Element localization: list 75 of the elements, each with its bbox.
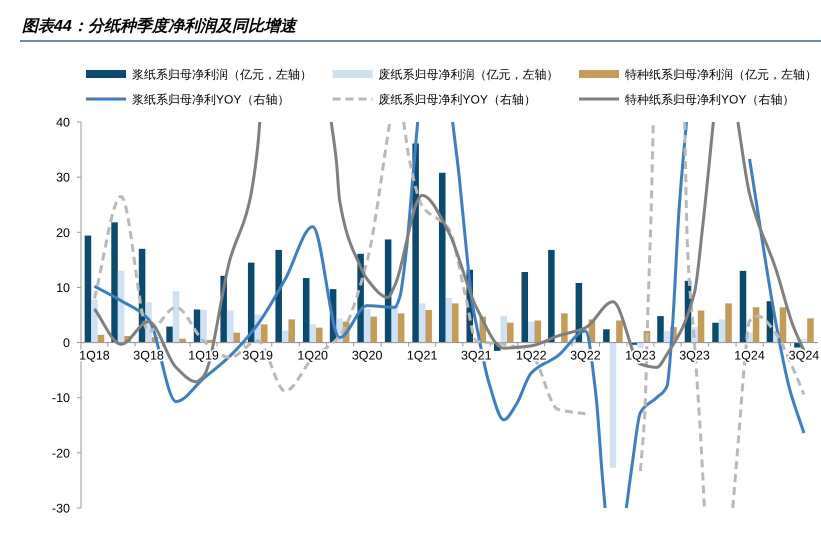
bar xyxy=(712,322,719,343)
bar xyxy=(718,319,726,343)
bar xyxy=(616,320,623,343)
bar xyxy=(425,310,432,343)
y-tick-label: -10 xyxy=(52,391,70,406)
x-tick-label: 1Q20 xyxy=(297,348,328,363)
bar xyxy=(752,307,760,343)
y-tick-label: 10 xyxy=(56,280,70,295)
x-tick-label: 1Q23 xyxy=(625,348,656,363)
bar xyxy=(275,250,282,343)
bar xyxy=(98,334,104,343)
legend-label: 废纸系归母净利YOY（右轴） xyxy=(378,92,536,106)
legend-label: 废纸系归母净利润（亿元，左轴） xyxy=(378,68,558,82)
x-tick-label: 1Q18 xyxy=(79,348,110,363)
bar xyxy=(528,322,535,343)
legend-label: 浆纸系归母净利YOY（右轴） xyxy=(132,92,290,106)
bar xyxy=(603,329,610,343)
bar xyxy=(500,316,508,343)
bar xyxy=(248,262,254,343)
bar xyxy=(391,306,398,343)
bar xyxy=(438,172,446,343)
y-tick-label: -20 xyxy=(52,446,70,460)
legend-label: 浆纸系归母净利润（亿元，左轴） xyxy=(132,68,312,82)
bar xyxy=(364,308,370,343)
bar xyxy=(91,300,98,343)
y-tick-label: 40 xyxy=(56,116,70,130)
bar xyxy=(282,330,288,343)
bar xyxy=(610,342,616,468)
bar xyxy=(200,310,207,343)
y-tick-label: 0 xyxy=(63,336,70,350)
bar xyxy=(725,303,732,343)
bar xyxy=(370,316,377,343)
bar xyxy=(233,332,240,343)
bar xyxy=(226,310,234,343)
bar xyxy=(637,342,644,348)
legend-label: 特种纸系归母净利YOY（右轴） xyxy=(625,92,794,106)
legend-label: 特种纸系归母净利润（亿元，左轴） xyxy=(625,68,817,82)
bar xyxy=(316,328,322,343)
bar xyxy=(384,239,392,343)
bar xyxy=(698,310,704,343)
x-tick-label: 1Q24 xyxy=(734,348,765,363)
bar xyxy=(398,313,404,343)
bar xyxy=(288,319,295,343)
x-tick-label: 3Q20 xyxy=(352,348,382,363)
bar xyxy=(664,330,670,343)
x-tick-label: 3Q23 xyxy=(679,348,710,363)
x-tick-label: 3Q24 xyxy=(788,348,820,363)
y-tick-label: 20 xyxy=(56,226,70,240)
bar xyxy=(534,320,542,343)
bar xyxy=(452,303,459,343)
bar xyxy=(548,250,555,343)
bar xyxy=(740,270,746,343)
y-tick-label: -30 xyxy=(52,502,70,516)
bar xyxy=(172,291,180,343)
bar xyxy=(445,298,452,343)
bar xyxy=(780,307,786,343)
bar xyxy=(521,272,528,343)
bar xyxy=(418,303,426,343)
bar xyxy=(657,316,664,343)
bar xyxy=(111,222,118,343)
x-tick-label: 1Q19 xyxy=(188,348,219,363)
bar xyxy=(166,326,173,343)
bar xyxy=(302,278,310,343)
bar xyxy=(84,236,92,343)
bar xyxy=(309,324,316,343)
bar xyxy=(118,270,124,343)
x-tick-label: 3Q19 xyxy=(242,348,274,363)
y-tick-label: 30 xyxy=(56,170,70,185)
bar xyxy=(807,318,814,343)
x-tick-label: 1Q21 xyxy=(406,348,438,363)
chart-title: 图表44：分纸种季度净利润及同比增速 xyxy=(22,16,298,35)
bar xyxy=(507,322,514,343)
bar xyxy=(179,338,186,343)
x-tick-label: 1Q22 xyxy=(516,348,547,363)
bar xyxy=(260,324,268,343)
